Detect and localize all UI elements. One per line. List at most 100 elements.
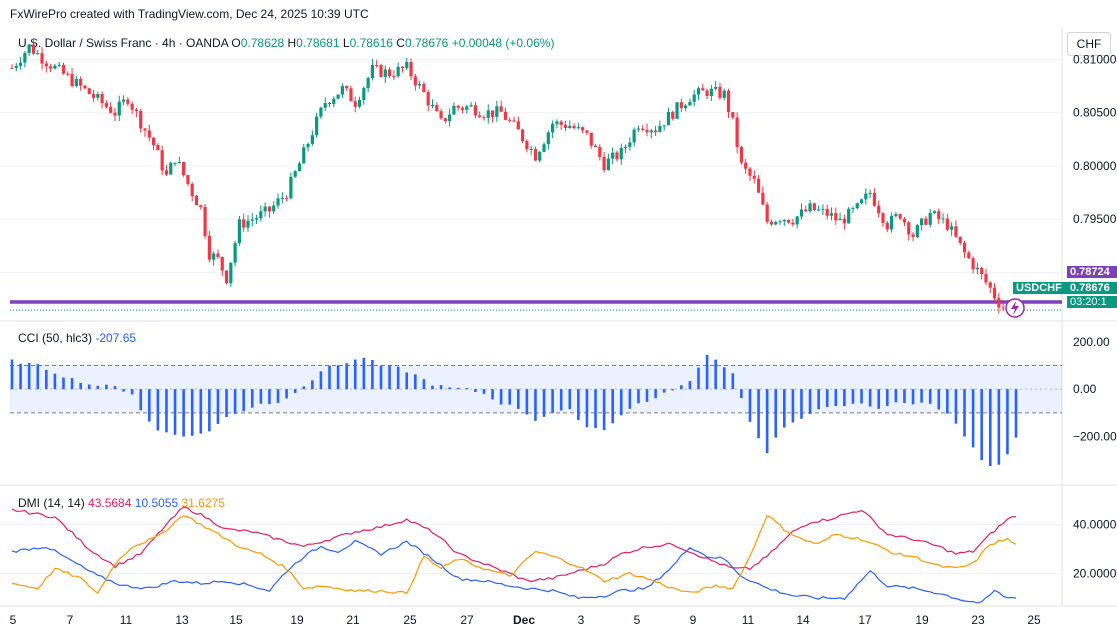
candle-body — [27, 44, 31, 53]
cci-bar — [542, 389, 546, 417]
time-tick-label: 5 — [634, 613, 641, 627]
candle-body — [791, 222, 795, 225]
cci-bar — [988, 389, 992, 467]
cci-bar — [937, 389, 941, 410]
candle-body — [950, 226, 954, 230]
candle-body — [533, 148, 538, 161]
candle-body — [272, 205, 276, 212]
candle-body — [984, 274, 988, 283]
candle-body — [345, 86, 349, 89]
candle-body — [40, 53, 44, 64]
candle-body — [379, 65, 383, 77]
cci-bar — [920, 389, 923, 403]
time-tick-label: 19 — [290, 613, 304, 627]
candle-body — [641, 128, 645, 130]
cci-bar — [199, 389, 203, 434]
alert-icon-bolt — [1011, 301, 1019, 315]
candle-body — [306, 143, 310, 148]
cci-bar — [388, 365, 391, 390]
candle-body — [907, 222, 911, 235]
level-price-tag: 0.78724 — [1067, 266, 1117, 278]
candle-body — [452, 105, 456, 115]
cci-bar — [731, 373, 735, 390]
currency-button[interactable]: CHF — [1067, 32, 1111, 56]
cci-bar — [319, 371, 323, 390]
cci-bar — [997, 389, 1001, 465]
cci-bar — [147, 389, 151, 422]
time-tick-label: 9 — [690, 613, 697, 627]
candle-body — [881, 213, 885, 223]
candle-body — [486, 110, 490, 118]
cci-bar — [165, 389, 168, 433]
candle-body — [623, 146, 628, 148]
candle-body — [207, 235, 211, 260]
change-value: +0.00048 (+0.06%) — [451, 36, 555, 50]
low-value: 0.78616 — [349, 36, 393, 50]
candle-body — [765, 204, 769, 222]
cci-bar — [740, 389, 743, 399]
candle-body — [928, 212, 932, 225]
candle-body — [898, 214, 902, 219]
cci-bar — [371, 359, 374, 390]
candle-body — [383, 69, 387, 77]
candle-body — [645, 129, 649, 133]
candle-body — [246, 220, 250, 228]
cci-bar — [903, 389, 906, 404]
candle-body — [224, 270, 229, 284]
candle-body — [267, 206, 272, 212]
candle-body — [864, 193, 868, 200]
candle-body — [503, 111, 508, 120]
cci-bar — [276, 389, 280, 404]
candle-body — [469, 105, 473, 107]
candle-body — [220, 256, 224, 271]
candle-body — [104, 103, 108, 107]
candle-body — [731, 112, 735, 118]
cci-bar — [860, 389, 863, 404]
candle-body — [915, 225, 919, 238]
dmi-title: DMI (14, 14) — [18, 496, 85, 510]
time-tick-label: 17 — [858, 613, 872, 627]
cci-bar — [654, 389, 657, 399]
candle-body — [186, 175, 190, 184]
candle-body — [66, 73, 70, 75]
cci-bar — [302, 386, 306, 390]
cci-bar — [559, 389, 563, 411]
time-tick-label: 25 — [1027, 613, 1041, 627]
candle-body — [74, 78, 78, 87]
candle-body — [718, 86, 722, 98]
cci-bar — [800, 389, 803, 419]
cci-bar — [1014, 389, 1018, 438]
candle-body — [254, 218, 259, 220]
cci-bar — [499, 389, 503, 405]
candle-body — [894, 214, 898, 216]
cci-bar — [345, 363, 348, 390]
cci-bar — [10, 359, 14, 390]
candle-body — [997, 298, 1001, 308]
countdown-tag: 03:20:1 — [1067, 296, 1117, 308]
candle-body — [203, 206, 207, 236]
candle-body — [164, 170, 169, 175]
candle-body — [199, 205, 203, 207]
candle-body — [495, 106, 499, 117]
time-tick-label: 27 — [460, 613, 474, 627]
candle-body — [842, 218, 846, 224]
cci-bar — [173, 389, 177, 435]
candle-body — [49, 66, 53, 69]
cci-bar — [53, 373, 57, 390]
candle-body — [1001, 307, 1005, 309]
cci-bar — [336, 365, 340, 390]
candle-body — [473, 105, 477, 116]
time-tick-label: 23 — [971, 613, 985, 627]
candle-body — [418, 83, 422, 86]
candle-body — [855, 203, 859, 209]
candle-body — [177, 161, 181, 163]
candle-body — [113, 112, 117, 116]
cci-bar — [834, 389, 838, 406]
dmi-minus-line — [11, 539, 1017, 604]
cci-bar — [817, 389, 820, 410]
candle-body — [817, 209, 821, 211]
candle-body — [53, 65, 57, 69]
candle-body — [400, 66, 405, 69]
cci-bar — [551, 389, 554, 413]
